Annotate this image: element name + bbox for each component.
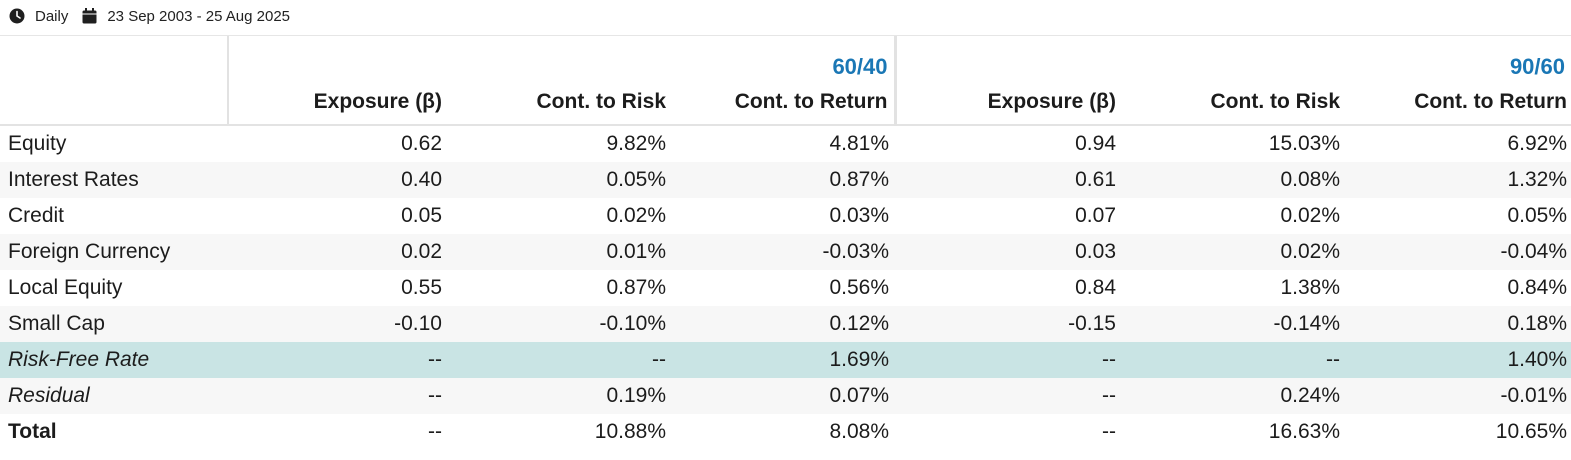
row-label: Foreign Currency bbox=[0, 234, 228, 270]
table-row-total: Total -- 10.88% 8.08% -- 16.63% 10.65% bbox=[0, 414, 1571, 450]
table-row: Small Cap -0.10 -0.10% 0.12% -0.15 -0.14… bbox=[0, 306, 1571, 342]
table-cell: 1.32% bbox=[1344, 162, 1571, 198]
column-header[interactable]: Exposure (β) bbox=[227, 80, 446, 126]
clock-icon bbox=[9, 8, 25, 24]
table-cell: -- bbox=[446, 342, 670, 378]
row-label: Credit bbox=[8, 204, 65, 227]
table-cell: 0.94 bbox=[1075, 132, 1116, 155]
table-row: Credit 0.05 0.02% 0.03% 0.07 0.02% 0.05% bbox=[0, 198, 1571, 234]
table-cell: 0.87% bbox=[670, 162, 895, 198]
table-cell: 0.87% bbox=[606, 276, 666, 299]
column-header[interactable]: Cont. to Return bbox=[670, 80, 895, 126]
table-row: Equity 0.62 9.82% 4.81% 0.94 15.03% 6.92… bbox=[0, 125, 1571, 162]
group-title-60-40: 60/40 bbox=[832, 54, 888, 79]
row-label: Risk-Free Rate bbox=[0, 342, 228, 378]
table-cell: 0.18% bbox=[1344, 306, 1571, 342]
row-label: Interest Rates bbox=[0, 162, 228, 198]
table-cell: 0.02% bbox=[1120, 234, 1344, 270]
table-cell: 0.19% bbox=[446, 378, 670, 414]
table-cell: 6.92% bbox=[1507, 132, 1567, 155]
table-row: Local Equity 0.55 0.87% 0.56% 0.84 1.38%… bbox=[0, 270, 1571, 306]
table-cell: 0.62 bbox=[401, 132, 442, 155]
calendar-icon bbox=[82, 8, 97, 24]
table-row: Foreign Currency 0.02 0.01% -0.03% 0.03 … bbox=[0, 234, 1571, 270]
table-cell: 1.38% bbox=[1280, 276, 1340, 299]
table-cell: -0.03% bbox=[670, 234, 895, 270]
row-label: Residual bbox=[0, 378, 228, 414]
table-cell: 1.69% bbox=[670, 342, 895, 378]
column-header[interactable]: Cont. to Risk bbox=[446, 80, 670, 126]
group-title-90-60: 90/60 bbox=[1509, 54, 1565, 79]
row-label: Equity bbox=[8, 132, 67, 155]
table-cell: 0.05 bbox=[401, 204, 442, 227]
table-cell: -- bbox=[895, 378, 1120, 414]
frequency-selector[interactable]: Daily bbox=[9, 8, 68, 25]
date-range-label: 23 Sep 2003 - 25 Aug 2025 bbox=[107, 7, 291, 25]
table-cell: 0.08% bbox=[1120, 162, 1344, 198]
table-cell: 0.02% bbox=[606, 204, 666, 227]
column-header[interactable]: Exposure (β) bbox=[893, 80, 1120, 126]
column-header[interactable]: Cont. to Return bbox=[1344, 80, 1571, 126]
table-cell: 0.56% bbox=[829, 276, 889, 299]
table-cell: 0.40 bbox=[228, 162, 446, 198]
toolbar: Daily 23 Sep 2003 - 25 Aug 2025 bbox=[0, 0, 1571, 32]
table-cell: -0.01% bbox=[1344, 378, 1571, 414]
toolbar-divider bbox=[0, 35, 1571, 36]
table-cell: -- bbox=[1120, 342, 1344, 378]
table-cell: 0.02% bbox=[1280, 204, 1340, 227]
column-header[interactable]: Cont. to Risk bbox=[1120, 80, 1344, 126]
table-cell: 0.02 bbox=[228, 234, 446, 270]
row-label: Small Cap bbox=[0, 306, 228, 342]
table-cell: 0.07 bbox=[1075, 204, 1116, 227]
table-cell: 16.63% bbox=[1268, 420, 1340, 443]
table-cell: 0.03 bbox=[895, 234, 1120, 270]
factor-attribution-table: 60/40 90/60 Exposure (β) Cont. to Risk C… bbox=[0, 36, 1571, 450]
table-row: Interest Rates 0.40 0.05% 0.87% 0.61 0.0… bbox=[0, 162, 1571, 198]
table-cell: -- bbox=[228, 378, 446, 414]
table-cell: 4.81% bbox=[829, 132, 889, 155]
table-cell: -0.15 bbox=[895, 306, 1120, 342]
table-cell: 0.61 bbox=[895, 162, 1120, 198]
table-row: Residual -- 0.19% 0.07% -- 0.24% -0.01% bbox=[0, 378, 1571, 414]
date-range-selector[interactable]: 23 Sep 2003 - 25 Aug 2025 bbox=[82, 8, 290, 25]
table-cell: 0.84 bbox=[1075, 276, 1116, 299]
table-cell: 0.07% bbox=[670, 378, 895, 414]
table-cell: -- bbox=[895, 342, 1120, 378]
table-cell: 0.55 bbox=[401, 276, 442, 299]
frequency-label: Daily bbox=[35, 7, 69, 25]
table-cell: 0.12% bbox=[670, 306, 895, 342]
table-cell: -- bbox=[1102, 420, 1116, 443]
table-cell: -0.14% bbox=[1120, 306, 1344, 342]
row-label: Local Equity bbox=[8, 276, 123, 299]
table-cell: 0.84% bbox=[1507, 276, 1567, 299]
table-cell: -- bbox=[428, 420, 442, 443]
table-cell: -0.10% bbox=[446, 306, 670, 342]
table-cell: 0.05% bbox=[446, 162, 670, 198]
table-cell: 15.03% bbox=[1268, 132, 1340, 155]
table-cell: 10.88% bbox=[594, 420, 666, 443]
table-cell: 0.03% bbox=[829, 204, 889, 227]
table-cell: 1.40% bbox=[1344, 342, 1571, 378]
row-header-corner bbox=[0, 36, 228, 80]
table-cell: -0.10 bbox=[228, 306, 446, 342]
table-cell: 0.24% bbox=[1120, 378, 1344, 414]
table-cell: 8.08% bbox=[829, 420, 889, 443]
table-cell: -- bbox=[228, 342, 446, 378]
row-label: Total bbox=[8, 420, 57, 443]
table-cell: 0.01% bbox=[446, 234, 670, 270]
table-cell: 10.65% bbox=[1495, 420, 1567, 443]
table-cell: 9.82% bbox=[606, 132, 666, 155]
table-cell: 0.05% bbox=[1507, 204, 1567, 227]
table-row-highlighted: Risk-Free Rate -- -- 1.69% -- -- 1.40% bbox=[0, 342, 1571, 378]
table-cell: -0.04% bbox=[1344, 234, 1571, 270]
